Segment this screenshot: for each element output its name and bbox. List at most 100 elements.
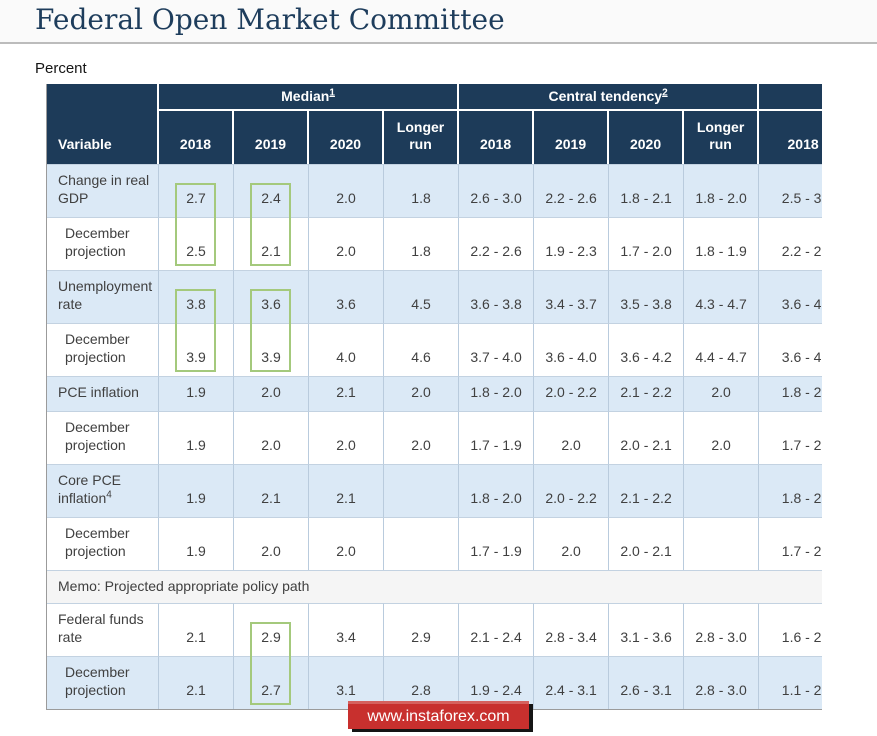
- value-cell: 2.0 - 2.1: [609, 517, 685, 570]
- cell-value: 3.9: [186, 349, 206, 365]
- cell-value: 2.7: [186, 190, 206, 206]
- group-header-median: Median1: [159, 84, 460, 111]
- value-cell: 3.6 - 3.8: [459, 270, 535, 323]
- cell-value: 2.0: [711, 437, 731, 453]
- cell-value: 1.7 - 1.9: [470, 437, 522, 453]
- value-cell: 1.8: [384, 164, 460, 217]
- value-cell: 1.9: [159, 376, 234, 411]
- cell-value: 3.6 - 4.: [781, 349, 822, 365]
- value-cell: 2.8 - 3.0: [684, 656, 760, 709]
- cell-value: 2.0: [561, 543, 581, 559]
- value-cell: 3.9: [234, 323, 309, 376]
- cell-value: 1.8 - 2.0: [470, 384, 522, 400]
- value-cell: 2.0: [384, 376, 460, 411]
- cell-value: 2.0: [336, 543, 356, 559]
- cell-value: 3.6 - 4.2: [620, 349, 672, 365]
- value-cell: 3.6 - 4.2: [609, 323, 685, 376]
- value-cell: 2.8 - 3.0: [684, 603, 760, 656]
- value-cell: 2.0 - 2.2: [534, 464, 610, 517]
- row-label: Unemployment rate: [47, 270, 159, 323]
- value-cell: [684, 517, 760, 570]
- value-cell: 1.7 - 1.9: [459, 411, 535, 464]
- cell-value: 3.5 - 3.8: [620, 296, 672, 312]
- row-label: December projection: [47, 656, 159, 709]
- cell-value: 2.7: [261, 682, 281, 698]
- watermark-text: www.instaforex.com: [367, 707, 510, 725]
- value-cell: 2.0: [309, 217, 384, 270]
- cell-value: 2.6 - 3.1: [620, 682, 672, 698]
- value-cell: 2.0: [309, 411, 384, 464]
- value-cell: [384, 517, 460, 570]
- cell-value: 1.9 - 2.3: [545, 243, 597, 259]
- cell-value: 4.5: [411, 296, 431, 312]
- cell-value: 1.8 - 2.1: [620, 190, 672, 206]
- value-cell: 1.1 - 2.: [759, 656, 822, 709]
- value-cell: 3.6 - 4.: [759, 323, 822, 376]
- value-cell: 2.5: [159, 217, 234, 270]
- value-cell: 2.1: [159, 603, 234, 656]
- value-cell: 3.4: [309, 603, 384, 656]
- table-row-december-projection: December projection 2.1 2.7 3.1 2.8 1.9 - 2.4…: [47, 656, 822, 709]
- cell-value: 4.0: [336, 349, 356, 365]
- value-cell: 2.9: [384, 603, 460, 656]
- value-cell: 2.2 - 2.6: [459, 217, 535, 270]
- cell-value: 3.6 - 3.8: [470, 296, 522, 312]
- cell-value: 2.8 - 3.4: [545, 629, 597, 645]
- value-cell: 1.9: [159, 464, 234, 517]
- value-cell: 2.6 - 3.1: [609, 656, 685, 709]
- cell-value: 1.9: [186, 384, 206, 400]
- cell-value: 2.2 - 2.: [781, 243, 822, 259]
- cell-value: 1.8 - 2.: [781, 384, 822, 400]
- cell-value: 2.0: [711, 384, 731, 400]
- value-cell: 2.1 - 2.4: [459, 603, 535, 656]
- cell-value: 2.0: [561, 437, 581, 453]
- value-cell: 2.0 - 2.1: [609, 411, 685, 464]
- cell-value: 2.8 - 3.0: [695, 682, 747, 698]
- header-year-row: 2018 2019 2020 Longer run 2018 2019 2020 Longer…: [47, 111, 822, 164]
- cell-value: 2.0: [261, 437, 281, 453]
- variable-header: Variable: [47, 84, 159, 164]
- cell-value: 2.0: [411, 384, 431, 400]
- value-cell: 2.0: [234, 517, 309, 570]
- table-row-december-projection: December projection 2.5 2.1 2.0 1.8 2.2 - 2.6…: [47, 217, 822, 270]
- row-label: PCE inflation: [47, 376, 159, 411]
- footnote-link-1[interactable]: 1: [329, 87, 335, 99]
- header-group-row: Variable Median1 Central tendency2: [47, 84, 822, 164]
- value-cell: 3.8: [159, 270, 234, 323]
- table-row-change-in-real-gdp: Change in real GDP 2.7 2.4 2.0 1.8 2.6 - 3.0 2…: [47, 164, 822, 217]
- cell-value: 1.1 - 2.: [781, 682, 822, 698]
- value-cell: 1.8 - 2.0: [459, 376, 535, 411]
- value-cell: 1.8 - 2.: [759, 464, 822, 517]
- cell-value: 2.1 - 2.2: [620, 490, 672, 506]
- value-cell: 1.7 - 2.: [759, 517, 822, 570]
- table-row-december-projection: December projection 1.9 2.0 2.0 1.7 - 1.9 2.0…: [47, 517, 822, 570]
- cell-value: 2.5: [186, 243, 206, 259]
- cell-value: 2.6 - 3.0: [470, 190, 522, 206]
- cell-value: 2.0: [336, 190, 356, 206]
- value-cell: 3.6 - 4.: [759, 270, 822, 323]
- value-cell: 2.8 - 3.4: [534, 603, 610, 656]
- value-cell: 2.1: [234, 217, 309, 270]
- value-cell: 3.4 - 3.7: [534, 270, 610, 323]
- value-cell: 2.9: [234, 603, 309, 656]
- cell-value: 1.9: [186, 490, 206, 506]
- value-cell: 1.7 - 2.0: [609, 217, 685, 270]
- row-label: December projection: [47, 323, 159, 376]
- value-cell: 4.5: [384, 270, 460, 323]
- year-header-longer-run: Longer run: [684, 111, 760, 164]
- value-cell: 1.7 - 2.: [759, 411, 822, 464]
- year-header-2020: 2020: [609, 111, 685, 164]
- cell-value: 2.2 - 2.6: [470, 243, 522, 259]
- footnote-link-2[interactable]: 2: [662, 87, 668, 99]
- cell-value: 4.4 - 4.7: [695, 349, 747, 365]
- value-cell: 3.6: [234, 270, 309, 323]
- value-cell: 2.0: [234, 411, 309, 464]
- cell-value: 1.8 - 2.0: [695, 190, 747, 206]
- cell-value: 2.4 - 3.1: [545, 682, 597, 698]
- cell-value: 1.8: [411, 243, 431, 259]
- value-cell: 2.4: [234, 164, 309, 217]
- value-cell: 1.8 - 2.0: [684, 164, 760, 217]
- memo-row: Memo: Projected appropriate policy path: [47, 570, 822, 603]
- value-cell: 2.2 - 2.6: [534, 164, 610, 217]
- cell-value: 2.9: [261, 629, 281, 645]
